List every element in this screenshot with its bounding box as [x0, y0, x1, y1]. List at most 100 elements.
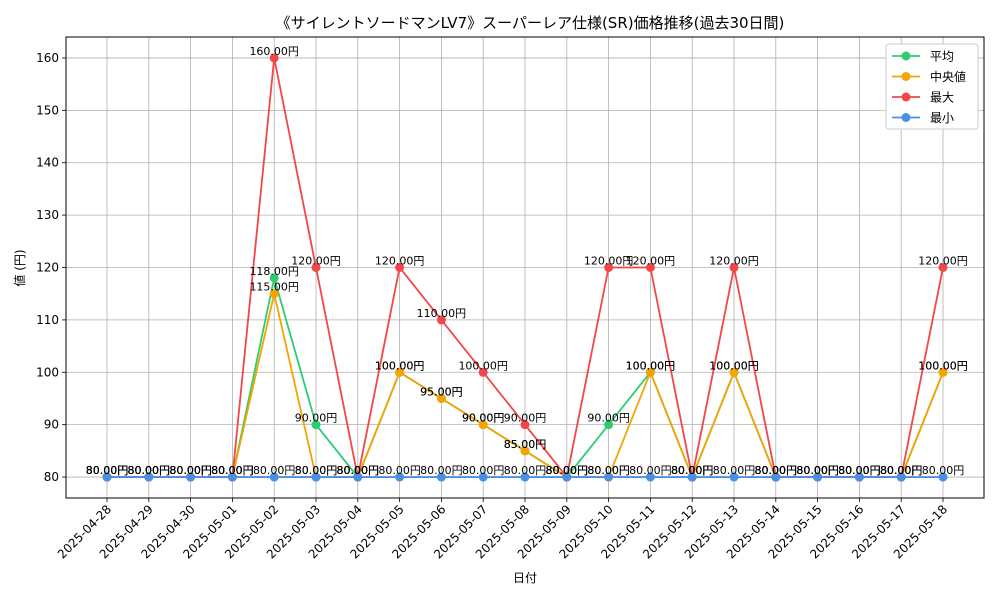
data-label: 80.00円 [128, 464, 171, 477]
series-point-2 [729, 263, 739, 272]
series-point-3 [854, 472, 864, 482]
series-point-3 [395, 472, 405, 482]
data-label: 80.00円 [546, 464, 589, 477]
data-label: 80.00円 [796, 464, 839, 477]
legend-marker [901, 51, 911, 61]
series-point-2 [311, 263, 321, 272]
y-tick-label: 100 [36, 365, 59, 379]
series-point-2 [938, 263, 948, 272]
data-label: 100.00円 [918, 359, 968, 372]
data-label: 80.00円 [755, 464, 798, 477]
data-label: 80.00円 [169, 464, 212, 477]
data-label: 80.00円 [838, 464, 881, 477]
data-label: 80.00円 [546, 464, 589, 477]
data-label: 90.00円 [295, 412, 338, 425]
data-label: 80.00円 [755, 464, 798, 477]
legend-label: 最小 [930, 111, 954, 125]
data-label: 80.00円 [86, 464, 129, 477]
data-label: 80.00円 [504, 464, 547, 477]
data-label: 118.00円 [249, 265, 299, 278]
legend-marker [901, 92, 911, 102]
series-point-1 [269, 289, 279, 299]
y-tick-label: 140 [36, 156, 59, 170]
data-label: 80.00円 [211, 464, 254, 477]
data-label: 120.00円 [375, 255, 425, 268]
series-point-3 [896, 472, 906, 482]
y-tick-label: 90 [44, 418, 59, 432]
series-point-1 [395, 367, 405, 377]
data-label: 95.00円 [420, 385, 463, 398]
data-label: 80.00円 [546, 464, 589, 477]
legend-label: 中央値 [930, 69, 966, 84]
data-label: 80.00円 [671, 464, 714, 477]
data-label: 80.00円 [295, 464, 338, 477]
data-label: 120.00円 [918, 255, 968, 268]
data-label: 80.00円 [337, 464, 380, 477]
data-label: 80.00円 [86, 464, 129, 477]
data-label: 80.00円 [880, 464, 923, 477]
data-label: 80.00円 [378, 464, 421, 477]
data-label: 100.00円 [918, 359, 968, 372]
series-point-3 [604, 472, 614, 482]
y-tick-label: 150 [36, 103, 59, 117]
data-label: 80.00円 [169, 464, 212, 477]
y-tick-label: 120 [36, 261, 59, 275]
series-point-1 [436, 393, 446, 403]
data-label: 80.00円 [211, 464, 254, 477]
series-point-2 [604, 263, 614, 272]
data-label: 100.00円 [626, 359, 676, 372]
data-label: 80.00円 [462, 464, 505, 477]
data-label: 95.00円 [420, 385, 463, 398]
data-label: 80.00円 [880, 464, 923, 477]
series-point-0 [311, 420, 321, 430]
data-label: 80.00円 [169, 464, 212, 477]
series-point-2 [395, 263, 405, 272]
data-label: 80.00円 [587, 464, 630, 477]
data-label: 80.00円 [671, 464, 714, 477]
data-label: 80.00円 [337, 464, 380, 477]
data-label: 100.00円 [375, 359, 425, 372]
series-point-3 [478, 472, 488, 482]
series-point-1 [520, 446, 530, 456]
legend-marker [901, 72, 911, 81]
data-label: 80.00円 [546, 464, 589, 477]
series-point-3 [186, 472, 196, 482]
data-label: 80.00円 [922, 464, 965, 477]
x-axis-label: 日付 [513, 571, 537, 585]
y-tick-label: 130 [36, 208, 59, 222]
legend-label: 最大 [930, 91, 954, 105]
data-label: 80.00円 [629, 464, 672, 477]
series-point-3 [645, 472, 655, 482]
data-label: 80.00円 [880, 464, 923, 477]
data-label: 120.00円 [709, 255, 759, 268]
data-label: 80.00円 [755, 464, 798, 477]
series-point-3 [227, 472, 237, 482]
data-label: 80.00円 [253, 464, 296, 477]
data-label: 80.00円 [128, 464, 171, 477]
series-point-3 [562, 472, 572, 482]
series-point-0 [604, 420, 614, 430]
data-label: 120.00円 [584, 255, 634, 268]
data-label: 100.00円 [709, 359, 759, 372]
series-point-3 [729, 472, 739, 482]
data-label: 80.00円 [838, 464, 881, 477]
data-label: 90.00円 [587, 412, 630, 425]
data-label: 80.00円 [211, 464, 254, 477]
data-label: 80.00円 [128, 464, 171, 477]
data-label: 80.00円 [211, 464, 254, 477]
data-label: 90.00円 [462, 412, 505, 425]
data-label: 80.00円 [86, 464, 129, 477]
data-label: 80.00円 [796, 464, 839, 477]
y-tick-label: 160 [36, 51, 59, 65]
series-point-3 [144, 472, 154, 482]
data-label: 85.00円 [504, 438, 547, 451]
series-layer [102, 53, 948, 482]
y-tick-label: 110 [36, 313, 59, 327]
data-label: 100.00円 [626, 359, 676, 372]
series-point-3 [771, 472, 781, 482]
series-point-3 [520, 472, 530, 482]
series-point-3 [311, 472, 321, 482]
data-label: 115.00円 [249, 281, 299, 294]
